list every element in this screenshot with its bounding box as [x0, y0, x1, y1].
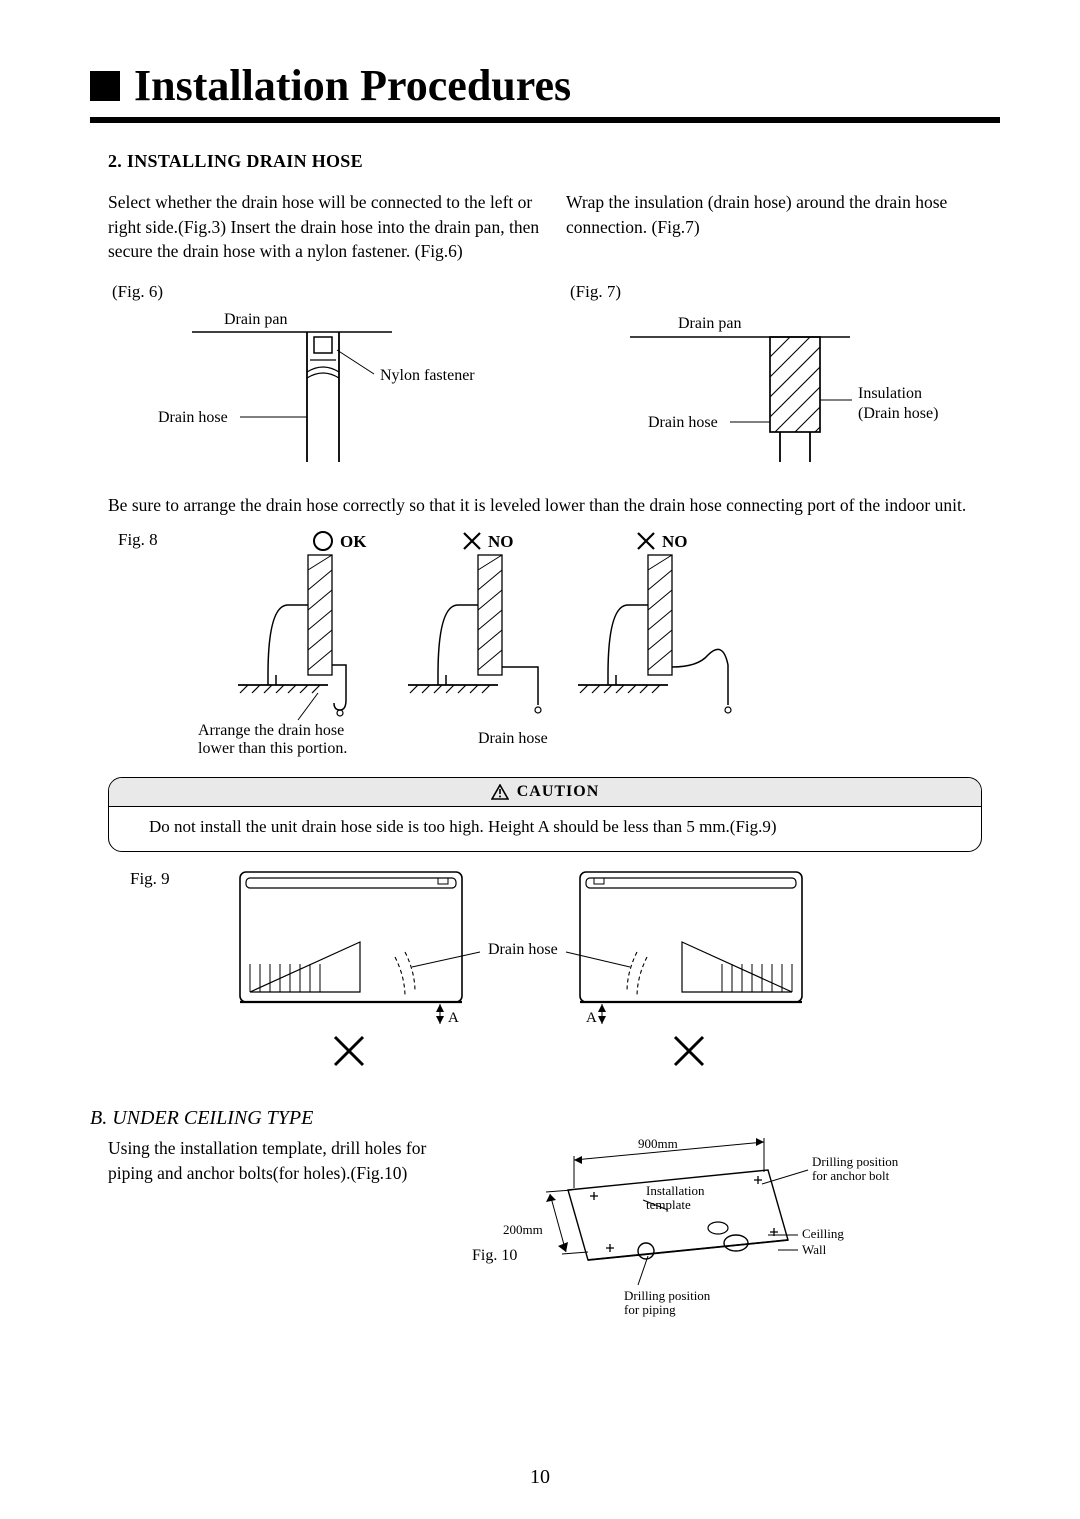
fig7-svg: Drain pan Insulation (Drain hose) Drain … — [570, 302, 1000, 472]
fig6: (Fig. 6) Nylon fastener Drain hose Drain… — [112, 274, 540, 477]
fig9-caption: Fig. 9 — [130, 869, 170, 888]
warning-icon — [491, 784, 509, 800]
fig8-block: Fig. 8 OK NO NO — [118, 525, 1000, 765]
fig8-note2: Drain hose — [478, 730, 548, 747]
fig8-ok: OK — [340, 532, 367, 551]
title-square-icon — [90, 71, 120, 101]
fig10-drillpipe1: Drilling position — [624, 1288, 711, 1303]
fig9-A-left: A — [448, 1010, 459, 1026]
fig7-insulation-label2: (Drain hose) — [858, 405, 938, 422]
fig7-drainpan-label: Drain pan — [678, 315, 742, 332]
fig7-caption: (Fig. 7) — [570, 282, 1000, 302]
fig6-caption: (Fig. 6) — [112, 282, 540, 302]
fig8-note1a: Arrange the drain hose — [198, 722, 344, 739]
fig9-A-right: A — [586, 1010, 597, 1026]
two-column-intro: Select whether the drain hose will be co… — [108, 190, 1000, 264]
caution-body: Do not install the unit drain hose side … — [109, 807, 981, 851]
fig10-drillpipe2: for piping — [624, 1302, 676, 1317]
fig9-svg: Fig. 9 A Drain hose — [130, 866, 960, 1086]
fig10-wall: Wall — [802, 1242, 827, 1257]
fig8-no1: NO — [488, 532, 514, 551]
caution-box: CAUTION Do not install the unit drain ho… — [108, 777, 982, 852]
section-b-heading: B. UNDER CEILING TYPE — [90, 1107, 1000, 1130]
page-title: Installation Procedures — [134, 60, 571, 111]
right-para: Wrap the insulation (drain hose) around … — [566, 190, 1000, 264]
fig7: (Fig. 7) Drain pan Insulation (Drain hos… — [570, 274, 1000, 477]
fig6-fig7-row: (Fig. 6) Nylon fastener Drain hose Drain… — [112, 274, 1000, 477]
fig6-drainhose-label: Drain hose — [158, 409, 228, 426]
fig8-note1b: lower than this portion. — [198, 740, 347, 757]
page-number: 10 — [0, 1466, 1080, 1489]
fig6-svg: Nylon fastener Drain hose Drain pan — [112, 302, 512, 472]
fig6-nylon-label: Nylon fastener — [380, 367, 475, 384]
fig7-insulation-label1: Insulation — [858, 385, 922, 402]
fig10-drillanchor2: for anchor bolt — [812, 1168, 890, 1183]
fig10-200mm: 200mm — [503, 1222, 543, 1237]
fig10-900mm: 900mm — [638, 1136, 678, 1151]
fig10-ceiling: Ceilling — [802, 1226, 844, 1241]
fig8-svg: Fig. 8 OK NO NO — [118, 525, 988, 760]
section-b-row: Using the installation template, drill h… — [90, 1130, 1000, 1335]
section-b-body: Using the installation template, drill h… — [108, 1136, 468, 1185]
fig10-svg: 900mm 200mm Drilling position for anchor… — [468, 1130, 988, 1330]
fig10-drillanchor1: Drilling position — [812, 1154, 899, 1169]
title-row: Installation Procedures — [90, 60, 1000, 111]
fig10-insttmpl2: template — [646, 1197, 691, 1212]
fig7-drainhose-label: Drain hose — [648, 414, 718, 431]
caution-title: CAUTION — [517, 783, 600, 801]
fig9-block: Fig. 9 A Drain hose — [130, 866, 1000, 1091]
fig10: 900mm 200mm Drilling position for anchor… — [468, 1130, 1000, 1335]
fig8-caption: Fig. 8 — [118, 530, 158, 549]
caution-header: CAUTION — [109, 778, 981, 807]
title-rule — [90, 117, 1000, 123]
fig9-drainhose-label: Drain hose — [488, 941, 558, 958]
fig8-no2: NO — [662, 532, 688, 551]
fig10-caption: Fig. 10 — [472, 1247, 517, 1264]
fig6-drainpan-label: Drain pan — [224, 311, 288, 328]
fig8-intro-para: Be sure to arrange the drain hose correc… — [108, 493, 1000, 518]
section-2-heading: 2. INSTALLING DRAIN HOSE — [108, 151, 1000, 172]
left-para: Select whether the drain hose will be co… — [108, 190, 542, 264]
fig10-insttmpl1: Installation — [646, 1183, 705, 1198]
